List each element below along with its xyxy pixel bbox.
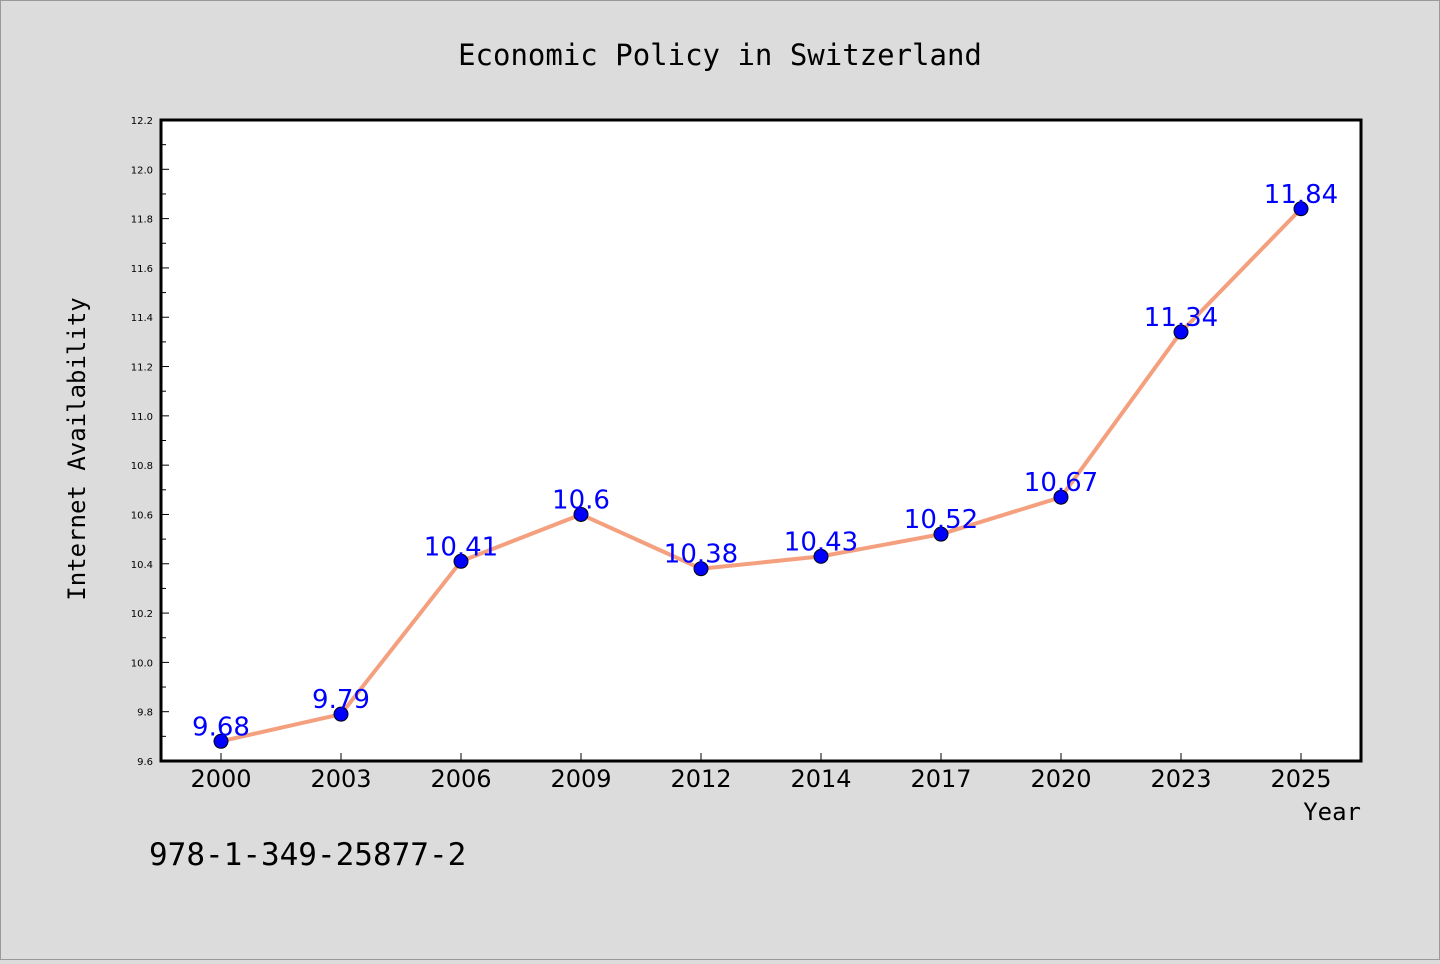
x-tick-label: 2025 — [1270, 765, 1331, 793]
data-point — [573, 506, 589, 522]
data-label: 10.38 — [664, 540, 738, 570]
x-axis-label: Year — [1303, 798, 1361, 826]
data-label: 10.43 — [784, 527, 858, 557]
y-tick-label: 10.2 — [131, 609, 153, 620]
x-tick-label: 2000 — [190, 765, 251, 793]
x-tick-label: 2017 — [910, 765, 971, 793]
data-point — [453, 553, 469, 569]
y-tick-label: 11.0 — [131, 412, 153, 423]
x-tick-label: 2006 — [430, 765, 491, 793]
series-line — [220, 207, 1303, 744]
y-tick-label: 11.4 — [131, 313, 153, 324]
data-point — [1053, 489, 1069, 505]
y-tick-label: 9.6 — [137, 757, 153, 768]
data-point — [1173, 324, 1189, 340]
y-tick-label: 12.0 — [131, 165, 153, 176]
data-point — [213, 733, 229, 749]
y-tick-label: 10.4 — [131, 560, 153, 571]
y-tick-label: 10.0 — [131, 658, 153, 669]
data-label: 9.79 — [312, 685, 370, 715]
data-label: 10.41 — [424, 532, 498, 562]
data-label: 9.68 — [192, 712, 250, 742]
y-axis-label: Internet Availability — [63, 297, 91, 600]
data-point — [933, 526, 949, 542]
y-tick-label: 11.8 — [131, 215, 153, 226]
data-point — [1293, 201, 1309, 217]
isbn-text: 978-1-349-25877-2 — [149, 837, 466, 873]
x-tick-label: 2020 — [1030, 765, 1091, 793]
data-labels-group: 9.68 9.79 10.41 10.6 10.38 10.43 10.52 10.67 11.… — [192, 180, 1338, 743]
y-axis-ticks: 9.6 9.8 10.0 10.2 10.4 10.6 10.8 11.0 11.2 11.4 11… — [131, 116, 169, 768]
x-tick-label: 2003 — [310, 765, 371, 793]
plot-area — [159, 118, 1363, 763]
data-label: 10.67 — [1024, 468, 1098, 498]
chart-title: Economic Policy in Switzerland — [458, 38, 982, 72]
y-tick-label: 12.2 — [131, 116, 153, 127]
data-label: 10.52 — [904, 505, 978, 535]
y-tick-label: 11.2 — [131, 363, 153, 374]
x-tick-label: 2009 — [550, 765, 611, 793]
y-tick-label: 10.8 — [131, 461, 153, 472]
y-tick-label: 9.8 — [137, 708, 153, 719]
data-label: 10.6 — [552, 485, 610, 515]
x-tick-label: 2012 — [670, 765, 731, 793]
data-label: 11.34 — [1144, 303, 1218, 333]
x-axis-ticks: 2000 2003 2006 2009 2012 2014 2017 2020 2023 2025 — [190, 753, 1332, 793]
x-tick-label: 2014 — [790, 765, 851, 793]
y-tick-label: 11.6 — [131, 264, 153, 275]
data-label: 11.84 — [1264, 180, 1338, 210]
data-point — [813, 548, 829, 564]
x-tick-label: 2023 — [1150, 765, 1211, 793]
data-point — [333, 706, 349, 722]
y-tick-label: 10.6 — [131, 510, 153, 521]
series-group — [213, 201, 1309, 749]
data-point — [693, 561, 709, 577]
